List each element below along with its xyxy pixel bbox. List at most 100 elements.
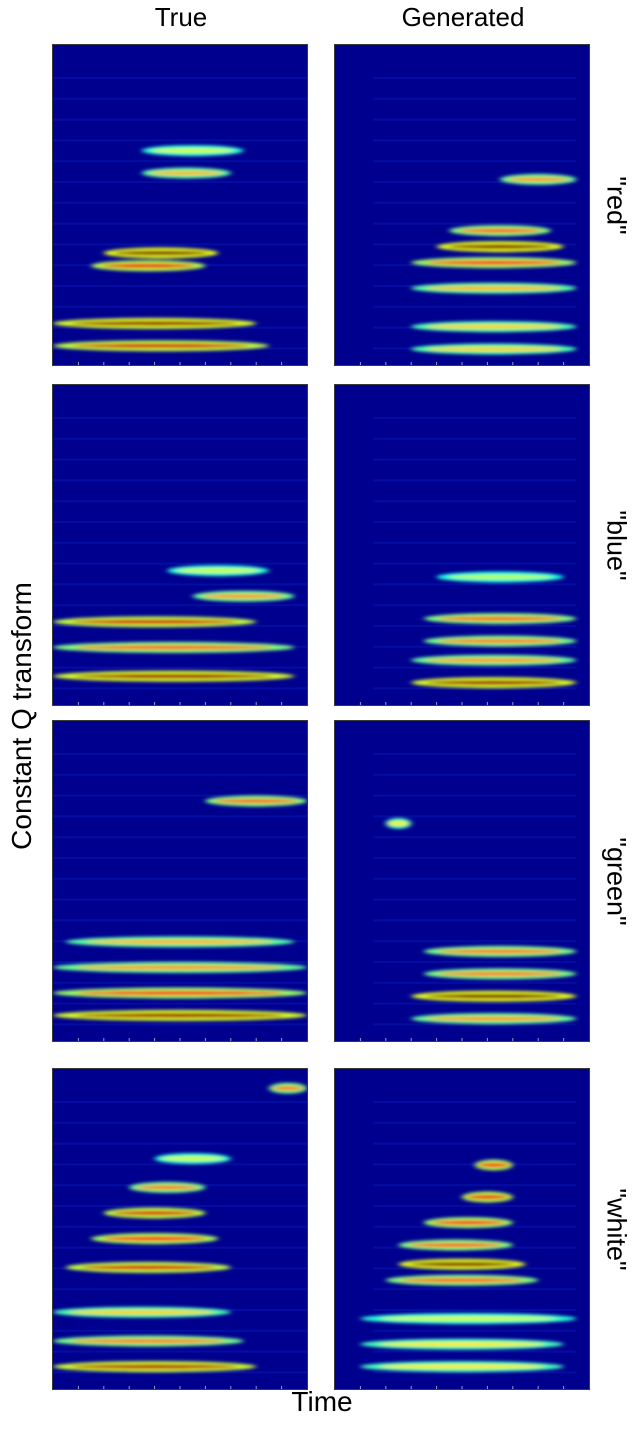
harmonic-texture (53, 541, 307, 544)
harmonic-band-core (101, 263, 196, 268)
harmonic-texture (53, 1121, 307, 1124)
harmonic-texture (53, 521, 307, 523)
harmonic-texture (373, 479, 577, 482)
harmonic-band-core (86, 939, 274, 944)
harmonic-band-core (426, 680, 562, 685)
harmonic-band-core (75, 990, 285, 996)
harmonic-texture (373, 898, 577, 901)
harmonic-texture (53, 222, 307, 225)
harmonic-texture (53, 815, 307, 818)
spectrogram-red-generated (334, 44, 590, 366)
y-axis-label: Constant Q transform (0, 0, 44, 1432)
spectrogram-background (53, 45, 307, 365)
harmonic-texture (53, 773, 307, 776)
spectrogram-background (335, 45, 589, 365)
harmonic-texture (53, 1329, 307, 1332)
harmonic-texture (53, 604, 307, 607)
harmonic-band-core (72, 343, 250, 348)
harmonic-band-core (272, 1086, 304, 1091)
harmonic-band-core (80, 1265, 216, 1270)
harmonic-band-core (112, 1210, 197, 1216)
row-label-text: "blue" (601, 509, 632, 581)
harmonic-texture (373, 940, 577, 943)
harmonic-texture (373, 562, 577, 565)
harmonic-texture (373, 836, 577, 839)
harmonic-texture (53, 1101, 307, 1103)
harmonic-texture (373, 118, 577, 121)
harmonic-texture (53, 139, 307, 142)
harmonic-texture (373, 1101, 577, 1103)
harmonic-band-core (426, 324, 562, 329)
row-label-text: "white" (601, 1187, 632, 1271)
harmonic-texture (373, 1309, 577, 1311)
harmonic-texture (373, 961, 577, 963)
harmonic-texture (373, 139, 577, 142)
spectrogram-plot (53, 385, 307, 705)
harmonic-band-core (71, 1364, 238, 1369)
harmonic-texture (53, 417, 307, 419)
harmonic-texture (373, 1023, 577, 1026)
harmonic-texture (373, 1350, 577, 1353)
harmonic-texture (53, 583, 307, 586)
harmonic-texture (53, 1246, 307, 1249)
harmonic-band-core (437, 616, 563, 621)
harmonic-texture (373, 201, 577, 204)
harmonic-band-core (201, 594, 286, 599)
harmonic-band-core (448, 574, 553, 580)
harmonic-texture (53, 500, 307, 503)
harmonic-texture (53, 201, 307, 204)
harmonic-texture (53, 160, 307, 163)
harmonic-band-core (388, 821, 409, 826)
harmonic-band-core (426, 286, 562, 291)
harmonic-band-core (136, 1185, 199, 1190)
harmonic-texture (53, 437, 307, 440)
column-title-true: True (154, 2, 208, 32)
spectrogram-plot (53, 45, 307, 365)
harmonic-band-core (114, 250, 208, 256)
harmonic-band-core (437, 949, 563, 954)
harmonic-texture (53, 1350, 307, 1353)
spectrogram-background (53, 1069, 307, 1389)
harmonic-band-core (75, 1013, 285, 1018)
harmonic-band-core (75, 965, 285, 970)
harmonic-texture (373, 417, 577, 419)
harmonic-texture (53, 687, 307, 690)
harmonic-texture (373, 77, 577, 79)
harmonic-texture (53, 118, 307, 121)
harmonic-texture (373, 1205, 577, 1207)
harmonic-texture (373, 857, 577, 859)
harmonic-texture (53, 794, 307, 797)
harmonic-texture (373, 604, 577, 607)
harmonic-texture (53, 1288, 307, 1291)
harmonic-band-core (437, 638, 563, 644)
harmonic-texture (53, 1023, 307, 1026)
harmonic-band-core (214, 798, 298, 804)
harmonic-texture (373, 919, 577, 922)
spectrogram-green-generated (334, 720, 590, 1042)
harmonic-texture (373, 97, 577, 100)
harmonic-texture (373, 625, 577, 627)
harmonic-texture (373, 794, 577, 797)
harmonic-texture (373, 437, 577, 440)
harmonic-texture (53, 243, 307, 246)
harmonic-band-core (379, 1316, 557, 1321)
row-label: "red" (592, 44, 640, 366)
spectrogram-plot (335, 721, 589, 1041)
harmonic-texture (373, 645, 577, 648)
harmonic-texture (373, 753, 577, 755)
harmonic-band-core (458, 228, 542, 233)
harmonic-texture (53, 1205, 307, 1207)
harmonic-texture (373, 773, 577, 776)
harmonic-texture (373, 521, 577, 523)
harmonic-band-core (71, 321, 238, 326)
harmonic-texture (373, 541, 577, 544)
harmonic-band-core (151, 148, 235, 153)
harmonic-texture (373, 1002, 577, 1005)
harmonic-band-core (506, 177, 570, 182)
harmonic-band-core (466, 1194, 509, 1200)
harmonic-texture (53, 1163, 307, 1166)
harmonic-band-core (408, 1242, 503, 1248)
harmonic-texture (373, 500, 577, 503)
column-title-generated: Generated (401, 2, 525, 32)
row-label: "green" (592, 720, 640, 1042)
